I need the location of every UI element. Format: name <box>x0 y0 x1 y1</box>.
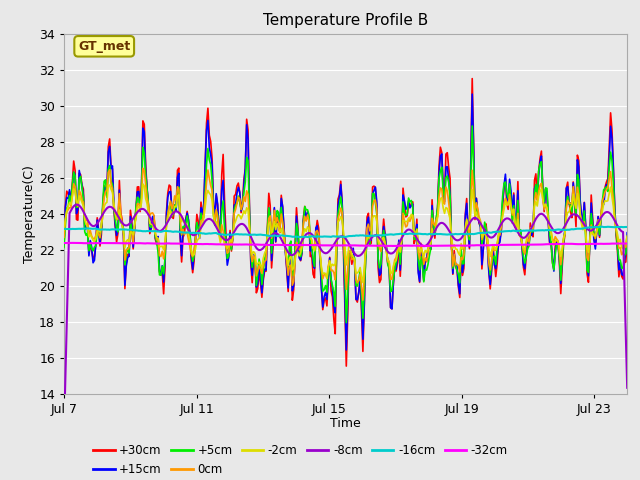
Legend: +30cm, +15cm, +5cm, 0cm, -2cm, -8cm, -16cm, -32cm: +30cm, +15cm, +5cm, 0cm, -2cm, -8cm, -16… <box>88 439 513 480</box>
X-axis label: Time: Time <box>330 417 361 430</box>
Y-axis label: Temperature(C): Temperature(C) <box>23 165 36 263</box>
Title: Temperature Profile B: Temperature Profile B <box>263 13 428 28</box>
Text: GT_met: GT_met <box>78 40 131 53</box>
